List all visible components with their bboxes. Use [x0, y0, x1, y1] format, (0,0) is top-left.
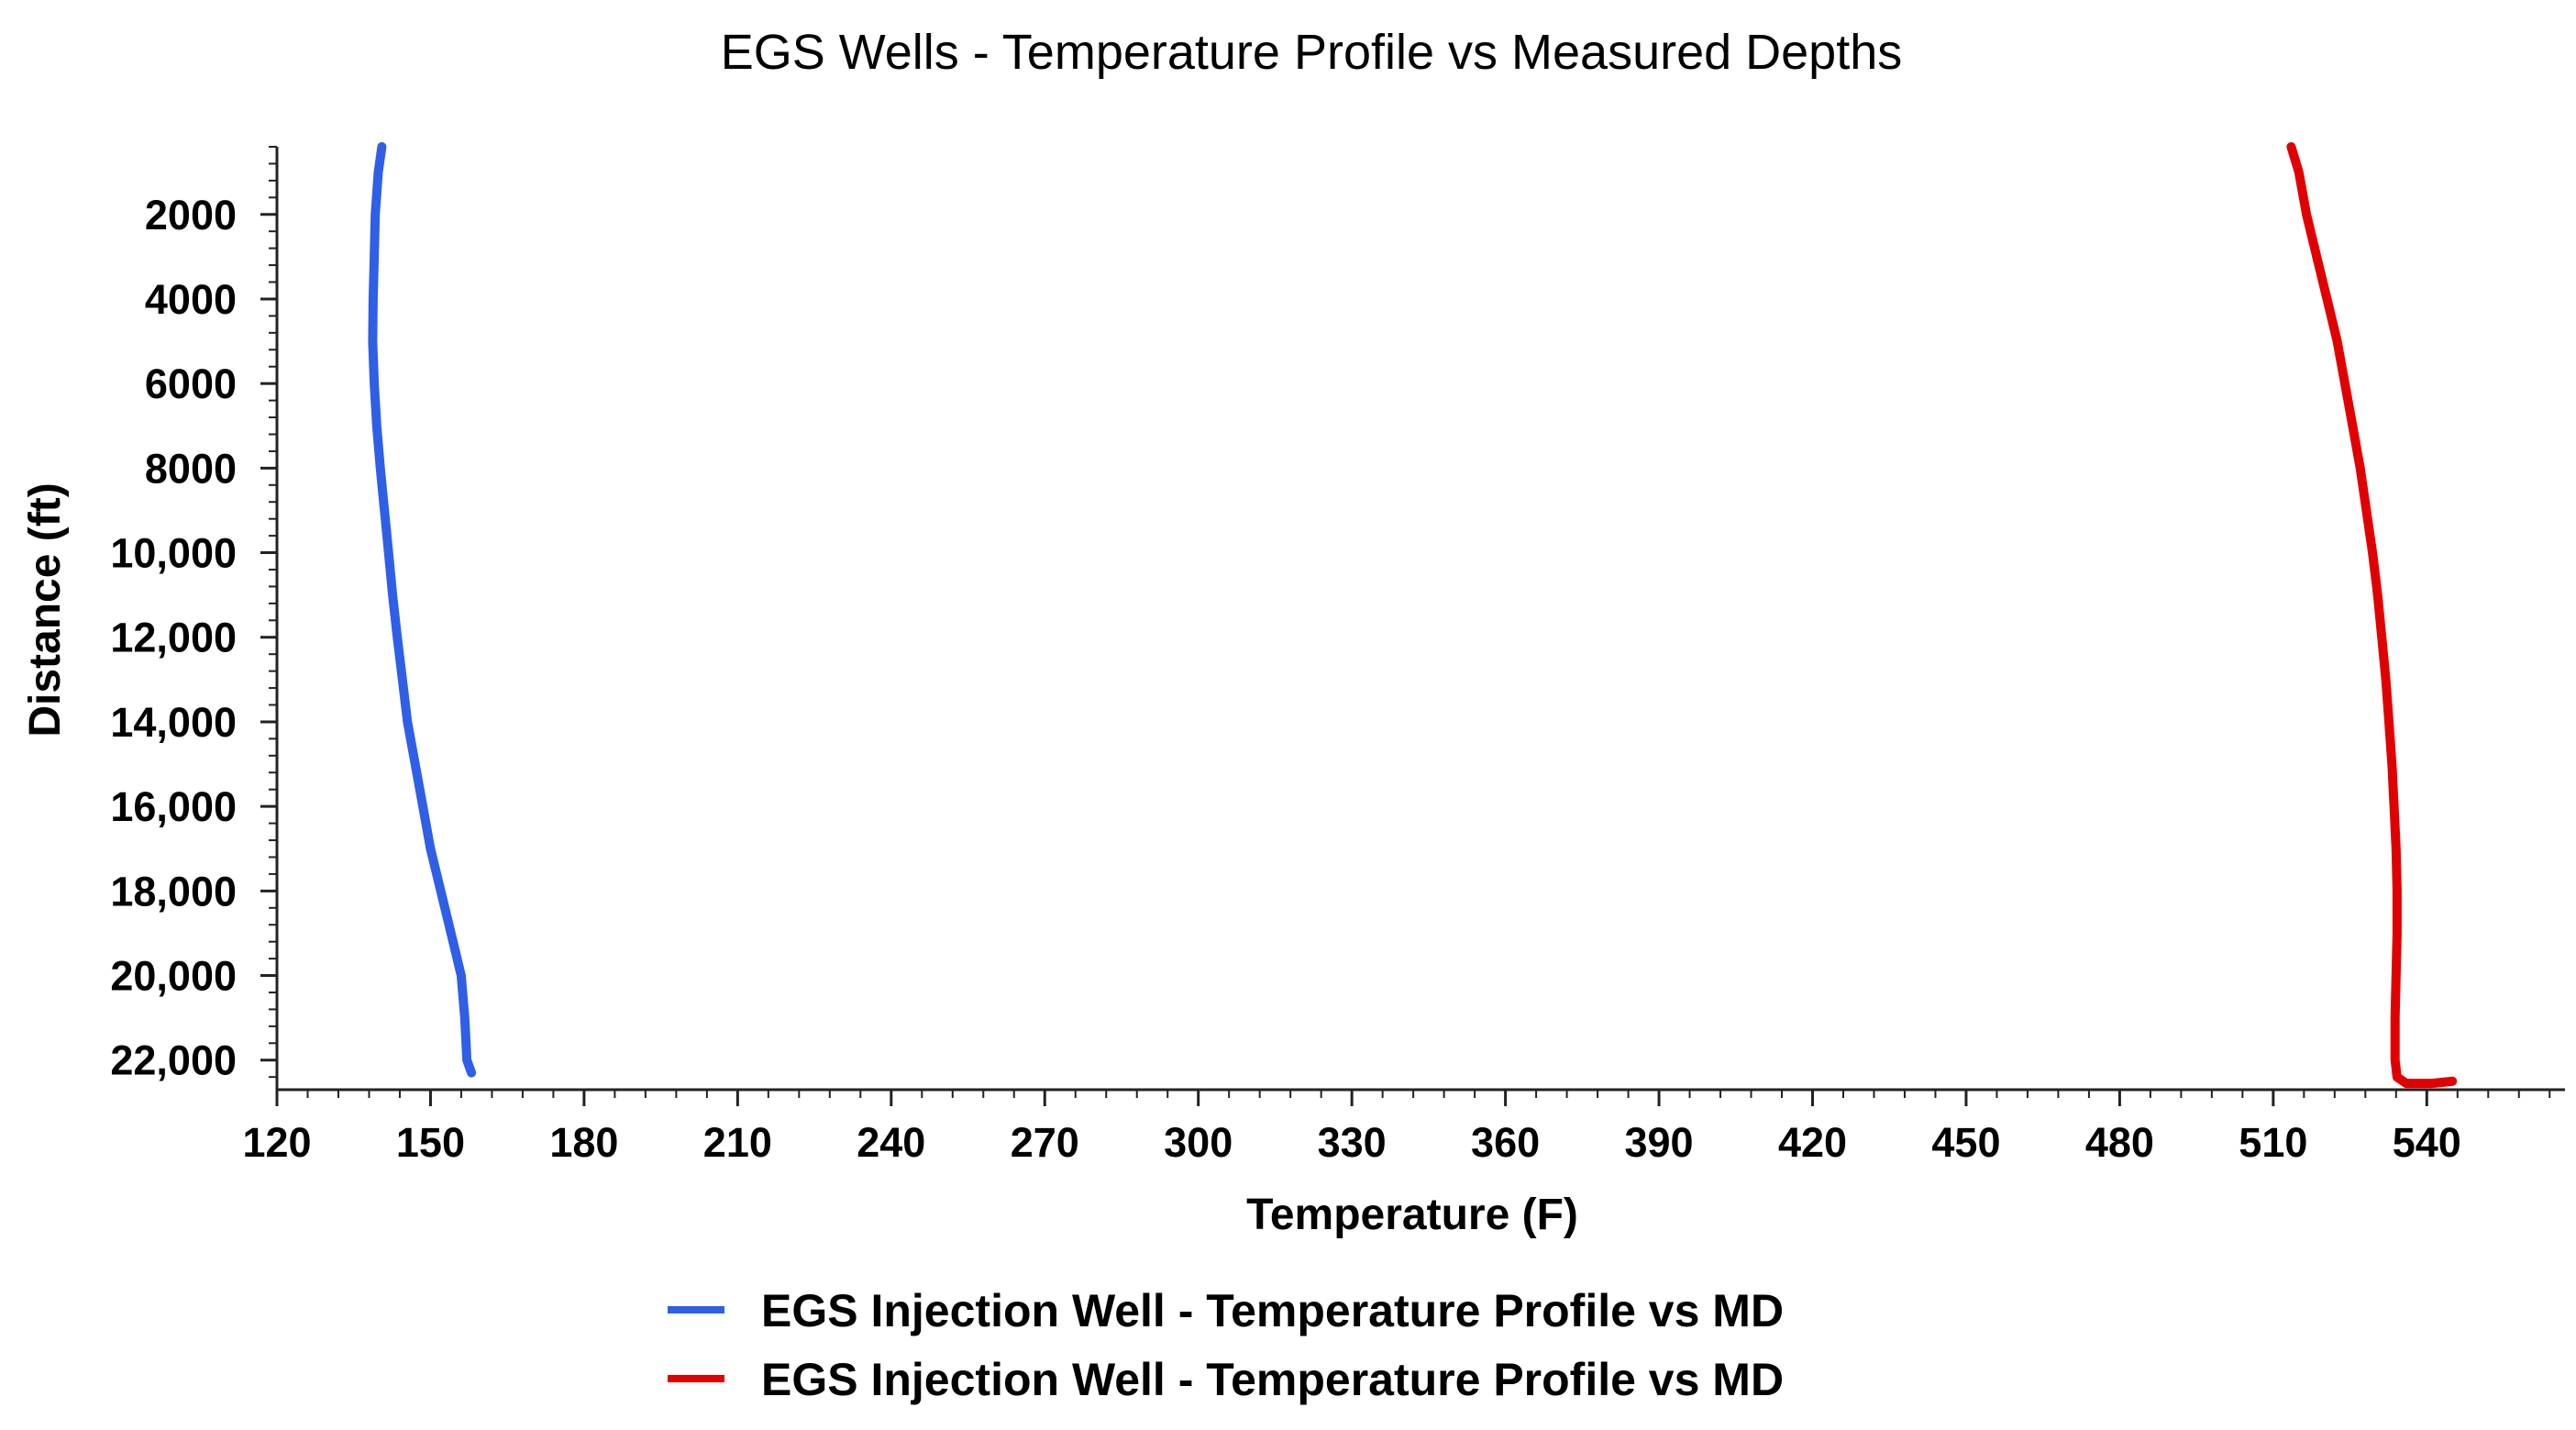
x-tick-label: 120 — [242, 1119, 311, 1166]
legend-label-2: EGS Injection Well - Temperature Profile… — [761, 1354, 1784, 1405]
y-tick-label: 6000 — [145, 360, 237, 407]
y-tick-label: 4000 — [145, 276, 237, 323]
y-tick-label: 22,000 — [110, 1037, 237, 1084]
x-tick-label: 270 — [1011, 1119, 1079, 1166]
y-tick-label: 14,000 — [110, 699, 237, 746]
x-tick-label: 420 — [1778, 1119, 1847, 1166]
legend: EGS Injection Well - Temperature Profile… — [668, 1285, 1784, 1405]
x-tick-label: 510 — [2239, 1119, 2307, 1166]
axes: 120 150 180 210 240 270 300 330 360 390 420 450 480 5… — [110, 146, 2565, 1166]
y-tick-label: 2000 — [145, 192, 237, 238]
legend-label-1: EGS Injection Well - Temperature Profile… — [761, 1285, 1784, 1336]
x-tick-label: 180 — [549, 1119, 618, 1166]
chart-title: EGS Wells - Temperature Profile vs Measu… — [721, 25, 1903, 80]
x-tick-label: 480 — [2085, 1119, 2154, 1166]
y-tick-label: 12,000 — [110, 615, 237, 661]
x-tick-label: 240 — [857, 1119, 925, 1166]
x-axis-label: Temperature (F) — [1246, 1191, 1578, 1239]
x-tick-label: 300 — [1164, 1119, 1233, 1166]
y-tick-label: 20,000 — [110, 953, 237, 1000]
x-tick-label: 330 — [1318, 1119, 1387, 1166]
x-tick-label: 150 — [396, 1119, 465, 1166]
y-tick-label: 10,000 — [110, 530, 237, 577]
x-tick-label: 210 — [703, 1119, 772, 1166]
y-tick-label: 18,000 — [110, 868, 237, 915]
x-tick-label: 540 — [2393, 1119, 2461, 1166]
series-line-1 — [368, 142, 477, 1078]
y-tick-label: 8000 — [145, 445, 237, 492]
series-lines — [368, 142, 2458, 1089]
series-line-2 — [2286, 142, 2458, 1089]
y-tick-label: 16,000 — [110, 783, 237, 830]
x-tick-label: 360 — [1471, 1119, 1540, 1166]
y-axis-label: Distance (ft) — [21, 482, 70, 737]
x-tick-label: 450 — [1931, 1119, 2000, 1166]
x-tick-label: 390 — [1625, 1119, 1694, 1166]
